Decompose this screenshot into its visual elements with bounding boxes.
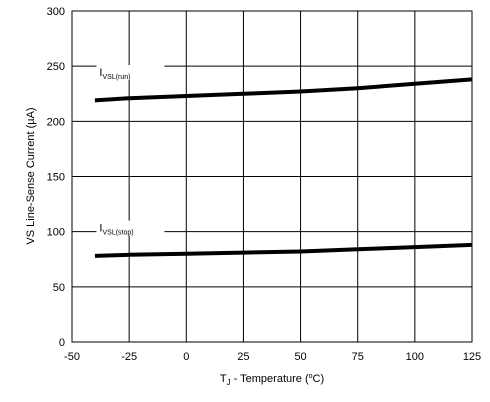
x-tick-label: 100 bbox=[406, 351, 424, 363]
x-axis-title-unit: C) bbox=[313, 373, 325, 385]
y-axis-title: VS Line-Sense Current (µA) bbox=[25, 107, 37, 244]
y-tick-label: 200 bbox=[47, 116, 65, 128]
series-label-0: IVSL(run) bbox=[99, 67, 130, 81]
x-tick-label: 75 bbox=[352, 351, 364, 363]
y-tick-label: 100 bbox=[47, 227, 65, 239]
x-tick-label: -50 bbox=[64, 351, 80, 363]
x-axis-title-superscript: o bbox=[309, 373, 313, 380]
y-tick-label: 0 bbox=[59, 337, 65, 349]
x-tick-label: 0 bbox=[183, 351, 189, 363]
x-axis-title-subscript: J bbox=[227, 378, 231, 387]
x-axis-ticks: -50 -25 0 25 50 75 100 125 bbox=[64, 351, 481, 363]
series-label-subscript: VSL(stop) bbox=[102, 230, 133, 237]
series-lines bbox=[94, 77, 473, 258]
y-tick-label: 150 bbox=[47, 172, 65, 184]
x-axis-title: TJ - Temperature (oC) bbox=[220, 373, 324, 387]
x-tick-label: 50 bbox=[294, 351, 306, 363]
series-line-1 bbox=[94, 242, 473, 258]
y-tick-label: 250 bbox=[47, 61, 65, 73]
y-tick-label: 300 bbox=[47, 6, 65, 18]
series-labels: IVSL(run)IVSL(stop) bbox=[96, 65, 165, 237]
x-tick-label: -25 bbox=[121, 351, 137, 363]
x-axis-title-main: T bbox=[220, 373, 227, 385]
y-tick-label: 50 bbox=[53, 282, 65, 294]
x-axis-title-rest: - Temperature ( bbox=[231, 373, 309, 385]
plot-frame bbox=[71, 10, 473, 343]
series-label-backing bbox=[96, 65, 165, 81]
y-axis-ticks: 0 50 100 150 200 250 300 bbox=[47, 6, 65, 349]
series-label-main: I bbox=[99, 223, 102, 235]
series-label-subscript: VSL(run) bbox=[102, 74, 130, 81]
x-tick-label: 125 bbox=[463, 351, 481, 363]
series-line-0 bbox=[94, 77, 473, 103]
x-tick-label: 25 bbox=[237, 351, 249, 363]
series-label-backing bbox=[96, 220, 165, 236]
series-label-1: IVSL(stop) bbox=[99, 223, 133, 237]
series-label-main: I bbox=[99, 67, 102, 79]
